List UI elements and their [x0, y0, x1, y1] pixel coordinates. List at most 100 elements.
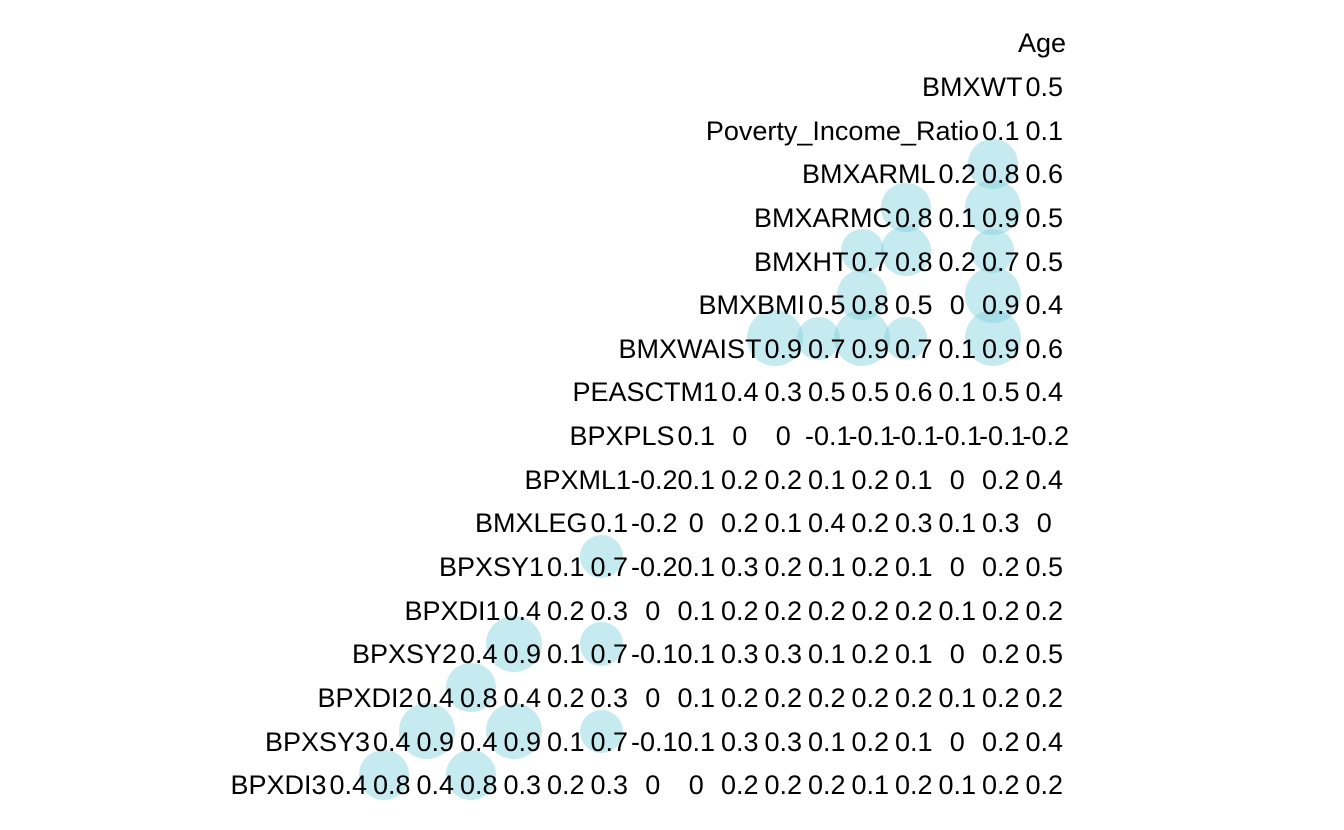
correlation-value: 0.2 — [894, 770, 933, 801]
correlation-value: 0.1 — [894, 639, 933, 670]
correlation-circle — [358, 750, 409, 800]
matrix-row: BPXPLS 0.1 0 0 -0.1 -0.1 -0.1 -0.1 -0.1 -0.2 — [0, 415, 1069, 459]
correlation-value: 0.2 — [938, 159, 977, 190]
correlation-value: 0 — [688, 508, 704, 539]
correlation-value: 0.1 — [807, 726, 846, 757]
correlation-value: 0.6 — [1025, 159, 1064, 190]
correlation-value: 0.8 — [459, 770, 498, 801]
matrix-row: BMXWT 0.5 — [0, 66, 1066, 110]
correlation-value: 0 — [645, 770, 661, 801]
correlation-value: 0.7 — [590, 639, 629, 670]
correlation-value: 0.2 — [851, 552, 890, 582]
correlation-value: 0.9 — [503, 726, 542, 757]
correlation-value: 0.9 — [981, 202, 1020, 233]
correlation-circle — [880, 226, 931, 276]
matrix-row: BPXSY2 0.4 0.9 0.1 0.7 -0.1 0.1 0.3 0.3 0.1 0.2 0.1… — [0, 633, 1066, 677]
variable-label: BPXSY3 — [264, 726, 370, 757]
correlation-value: -0.1 — [848, 421, 896, 452]
correlation-value: 0.5 — [1025, 202, 1064, 233]
correlation-circle — [880, 182, 931, 233]
correlation-value: 0.1 — [938, 202, 977, 233]
correlation-value: 0.2 — [1025, 682, 1064, 713]
correlation-value: 0 — [949, 639, 965, 670]
correlation-value: 0.2 — [764, 552, 803, 582]
correlation-value: 0.3 — [503, 770, 542, 801]
correlation-value: 0.7 — [590, 552, 629, 582]
correlation-value: 0.4 — [1025, 726, 1064, 757]
correlation-circle — [840, 229, 884, 273]
variable-label: BPXDI1 — [404, 595, 501, 626]
correlation-value: 0.2 — [720, 464, 759, 495]
correlation-value: 0.9 — [981, 290, 1020, 321]
correlation-value: 0.2 — [720, 682, 759, 713]
matrix-row: BPXSY1 0.1 0.7 -0.2 0.1 0.3 0.2 0.1 0.2 0.1 0 0.2 0.… — [0, 546, 1066, 590]
correlation-value: 0.4 — [1025, 377, 1064, 408]
correlation-circle — [747, 310, 804, 367]
correlation-value: 0.1 — [938, 595, 977, 626]
correlation-circle — [964, 179, 1021, 236]
correlation-value: 0.1 — [677, 595, 716, 626]
correlation-circle — [486, 616, 543, 672]
correlation-value: -0.1 — [979, 421, 1026, 452]
variable-label: BMXARMC — [753, 202, 892, 233]
correlation-value: 0.2 — [546, 595, 585, 626]
matrix-row: BPXDI2 0.4 0.8 0.4 0.2 0.3 0 0.1 0.2 0.2 0.2 0.2 0.2… — [0, 677, 1066, 721]
correlation-value: 0.1 — [938, 333, 977, 364]
correlation-circle — [964, 310, 1021, 367]
correlation-value: 0.9 — [416, 726, 455, 757]
correlation-circle — [486, 703, 543, 760]
correlation-value: 0.1 — [981, 115, 1020, 146]
correlation-value: 0.8 — [372, 770, 411, 801]
correlation-value: 0.5 — [1025, 71, 1064, 102]
correlation-value: 0.8 — [894, 202, 933, 233]
correlation-value: 0.2 — [807, 770, 846, 801]
correlation-value: 0.7 — [894, 333, 933, 364]
correlation-value: 0.1 — [677, 464, 716, 495]
correlation-value: -0.2 — [631, 552, 678, 582]
correlation-value: 0.2 — [851, 508, 890, 539]
correlation-circle — [579, 622, 623, 666]
variable-label: BPXSY2 — [351, 639, 457, 670]
matrix-row: BMXARML 0.2 0.8 0.6 — [0, 153, 1066, 197]
correlation-value: 0.8 — [459, 682, 498, 713]
correlation-value: 0.1 — [677, 726, 716, 757]
correlation-value: 0.2 — [981, 726, 1020, 757]
correlation-value: 0.4 — [459, 639, 498, 670]
correlation-value: 0.1 — [938, 377, 977, 408]
correlation-value: 0.2 — [851, 595, 890, 626]
matrix-row: BMXBMI 0.5 0.8 0.5 0 0.9 0.4 — [0, 284, 1066, 328]
matrix-row: BPXML1 -0.2 0.1 0.2 0.2 0.1 0.2 0.1 0 0.2 0.4 — [0, 458, 1066, 502]
correlation-value: 0.3 — [590, 682, 629, 713]
correlation-value: 0.1 — [938, 770, 977, 801]
correlation-value: 0.1 — [894, 464, 933, 495]
correlation-value: 0.4 — [372, 726, 411, 757]
correlation-value: 0.4 — [503, 682, 542, 713]
correlation-value: 0.5 — [981, 377, 1020, 408]
matrix-row: BMXARMC 0.8 0.1 0.9 0.5 — [0, 197, 1066, 241]
matrix-row: BPXDI1 0.4 0.2 0.3 0 0.1 0.2 0.2 0.2 0.2 0.2 0.1 0.2… — [0, 589, 1066, 633]
correlation-value: 0.1 — [807, 639, 846, 670]
correlation-value: 0.1 — [546, 726, 585, 757]
correlation-value: 0.5 — [1025, 246, 1064, 277]
correlation-value: 0 — [949, 464, 965, 495]
correlation-value: -0.2 — [631, 508, 678, 539]
correlation-value: 0.7 — [981, 246, 1020, 277]
correlation-value: 0.2 — [1025, 595, 1064, 626]
correlation-value: 0.1 — [677, 552, 716, 582]
correlation-circle — [834, 310, 891, 367]
correlation-value: 0.3 — [981, 508, 1020, 539]
correlation-value: 0.1 — [546, 552, 585, 582]
variable-label: PEASCTM1 — [572, 377, 718, 408]
correlation-value: 0.4 — [459, 726, 498, 757]
correlation-value: 0 — [732, 421, 748, 452]
correlation-value: 0.5 — [807, 377, 846, 408]
correlation-value: 0.3 — [720, 639, 759, 670]
correlation-value: 0 — [645, 682, 661, 713]
correlation-value: 0 — [949, 290, 965, 321]
correlation-value: 0.4 — [416, 682, 455, 713]
correlation-value: 0 — [949, 726, 965, 757]
correlation-value: 0.2 — [1025, 770, 1064, 801]
correlation-value: 0.2 — [720, 508, 759, 539]
